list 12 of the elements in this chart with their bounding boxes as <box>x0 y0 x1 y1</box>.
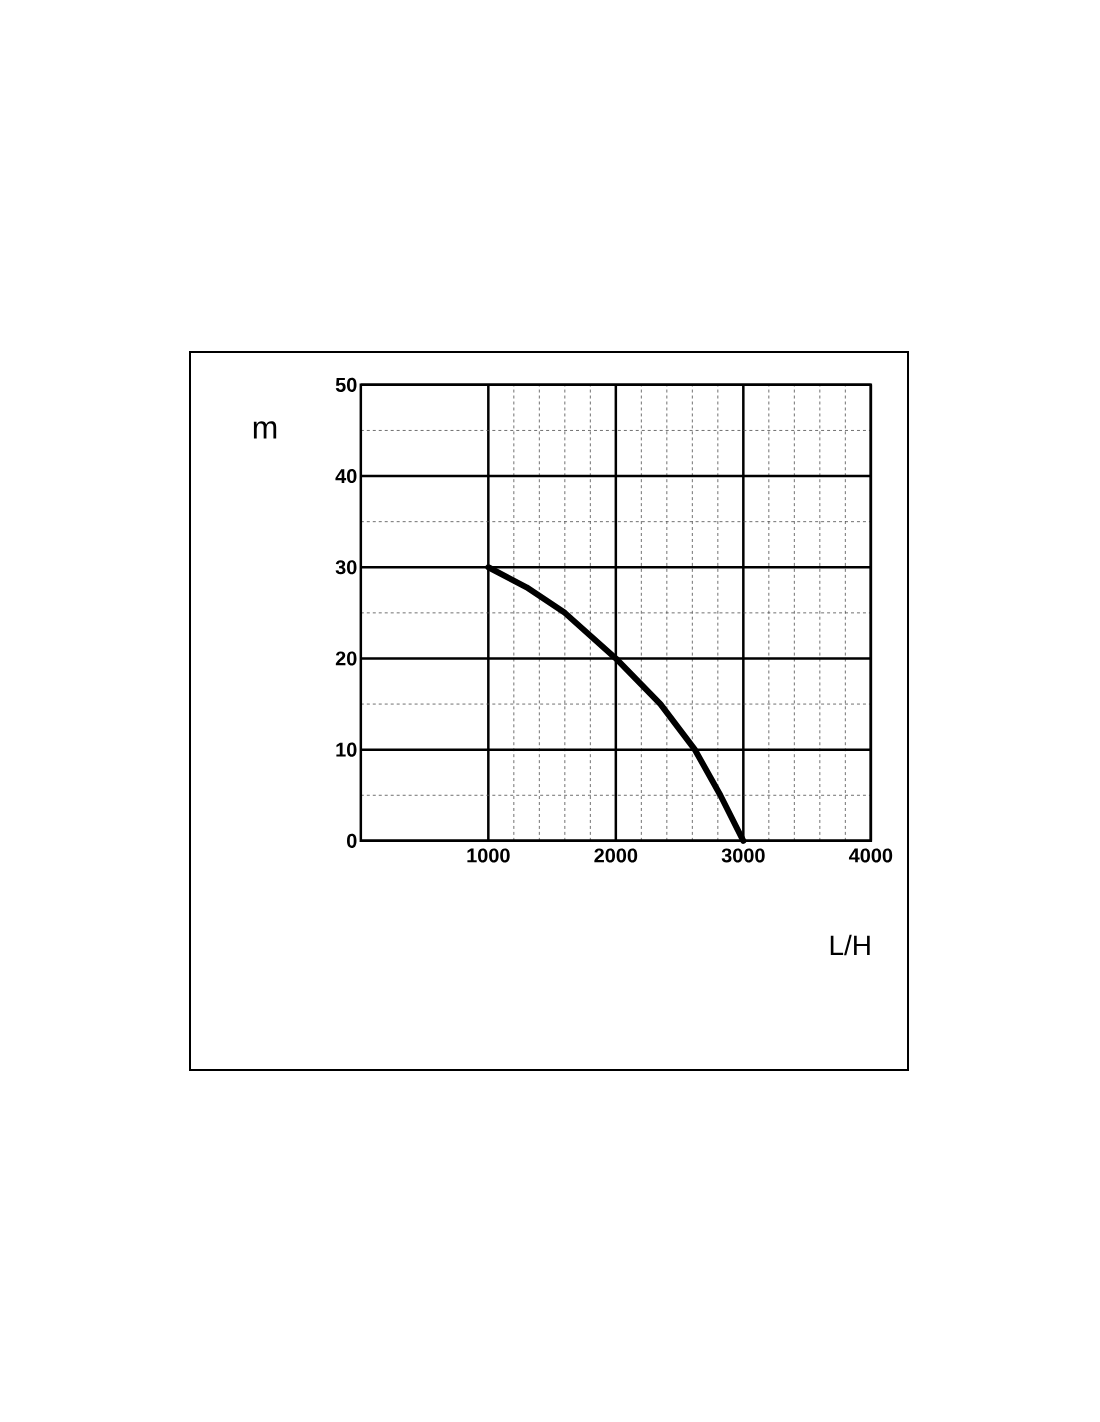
y-tick-label: 40 <box>335 469 357 484</box>
x-tick-label: 1000 <box>467 848 510 863</box>
x-tick-label: 4000 <box>848 848 893 863</box>
x-tick-label: 3000 <box>721 848 765 863</box>
x-tick-label: 2000 <box>594 848 638 863</box>
y-tick-label: 30 <box>335 560 357 575</box>
y-axis-title: m <box>253 421 277 439</box>
y-tick-label: 50 <box>335 377 357 392</box>
y-tick-label: 20 <box>335 651 357 666</box>
x-axis-title: L/H <box>830 934 870 956</box>
y-tick-label: 10 <box>336 742 357 757</box>
y-tick-label: 0 <box>347 833 357 848</box>
